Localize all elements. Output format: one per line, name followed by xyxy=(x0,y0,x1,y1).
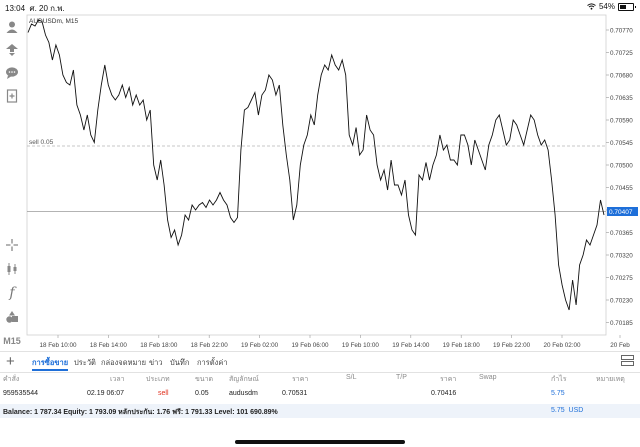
tab-settings[interactable]: การตั้งค่า xyxy=(197,358,228,367)
col-type: ประเภท xyxy=(146,376,170,383)
candlestick-icon[interactable] xyxy=(3,260,21,278)
col-open-price: ราคา xyxy=(292,376,309,383)
indicators-icon[interactable]: f xyxy=(9,285,15,301)
tab-mailbox[interactable]: กล่องจดหมาย xyxy=(101,358,147,367)
price-tick-label: 0.70545 xyxy=(610,140,633,147)
new-document-icon[interactable] xyxy=(3,87,21,105)
order-open-price: 0.70531 xyxy=(282,390,308,397)
time-tick-label: 19 Feb 14:00 xyxy=(392,342,430,349)
order-time: 02.19 06:07 xyxy=(87,390,124,397)
price-tick-label: 0.70230 xyxy=(610,297,633,304)
total-profit: 5.75 USD xyxy=(551,407,583,414)
layout-icon[interactable] xyxy=(621,355,634,369)
order-type: sell xyxy=(158,390,169,397)
current-price-value: 0.70407 xyxy=(609,209,633,216)
status-bar: 13:04 ศ. 20 ก.พ. 54% xyxy=(0,0,640,14)
time-tick-label: 18 Feb 10:00 xyxy=(39,342,77,349)
price-axis: 0.70770 0.70725 0.70680 0.70635 0.70590 0.705… xyxy=(606,27,633,327)
col-sl: S/L xyxy=(346,374,357,381)
current-price-tag xyxy=(607,207,638,216)
time-axis: 18 Feb 10:00 18 Feb 14:00 18 Feb 18:00 18 F… xyxy=(39,335,630,349)
tab-news[interactable]: ข่าว xyxy=(149,358,163,367)
timeframe-button[interactable]: M15 xyxy=(3,336,21,346)
col-time: เวลา xyxy=(110,376,125,383)
battery-percent: 54% xyxy=(598,2,615,11)
time-tick-label: 18 Feb 14:00 xyxy=(90,342,128,349)
trade-arrows-icon[interactable] xyxy=(3,41,21,59)
col-comment: หมายเหตุ xyxy=(596,376,625,383)
price-tick-label: 0.70320 xyxy=(610,252,633,259)
price-tick-label: 0.70680 xyxy=(610,72,633,79)
price-chart[interactable]: 0.70770 0.70725 0.70680 0.70635 0.70590 0.705… xyxy=(24,14,640,350)
status-time: 13:04 xyxy=(5,4,26,13)
balance-bar: Balance: 1 787.34 Equity: 1 793.09 หลักป… xyxy=(0,404,640,418)
balance-summary: Balance: 1 787.34 Equity: 1 793.09 หลักป… xyxy=(3,409,278,416)
price-series-line xyxy=(27,19,605,311)
status-left: 13:04 ศ. 20 ก.พ. xyxy=(5,2,65,15)
price-tick-label: 0.70275 xyxy=(610,275,633,282)
tab-journal[interactable]: บันทึก xyxy=(170,358,190,367)
terminal-tabs: + การซื้อขาย ประวัติ กล่องจดหมาย ข่าว บั… xyxy=(0,351,640,373)
time-tick-label: 18 Feb 18:00 xyxy=(140,342,178,349)
price-tick-label: 0.70365 xyxy=(610,230,633,237)
new-order-button[interactable]: + xyxy=(6,353,15,370)
plot-frame xyxy=(26,14,607,336)
price-tick-label: 0.70590 xyxy=(610,117,633,124)
chart-title: AUDUSDm, M15 xyxy=(29,18,79,25)
time-tick-label: 19 Feb 06:00 xyxy=(291,342,329,349)
account-icon[interactable] xyxy=(3,18,21,36)
tab-trade[interactable]: การซื้อขาย xyxy=(32,358,69,371)
col-order: คำสั่ง xyxy=(3,376,20,383)
battery-icon xyxy=(618,2,636,11)
objects-icon[interactable] xyxy=(3,308,21,326)
time-tick-label: 19 Feb 22:00 xyxy=(493,342,531,349)
crosshair-icon[interactable] xyxy=(3,236,21,254)
total-profit-value: 5.75 xyxy=(551,407,565,414)
time-tick-label: 20 Feb 02:00 xyxy=(543,342,581,349)
col-size: ขนาด xyxy=(195,376,214,383)
status-date: ศ. 20 ก.พ. xyxy=(29,4,65,13)
price-tick-label: 0.70500 xyxy=(610,162,633,169)
chat-icon[interactable] xyxy=(3,64,21,82)
col-symbol: สัญลักษณ์ xyxy=(229,376,259,383)
price-tick-label: 0.70770 xyxy=(610,27,633,34)
time-tick-label: 19 Feb 10:00 xyxy=(342,342,380,349)
sell-order-label: sell 0.05 xyxy=(29,139,54,146)
chart-svg[interactable]: 0.70770 0.70725 0.70680 0.70635 0.70590 0.705… xyxy=(24,14,640,350)
status-right: 54% xyxy=(587,2,636,11)
time-tick-label: 19 Feb 02:00 xyxy=(241,342,279,349)
col-tp: T/P xyxy=(396,374,407,381)
col-price: ราคา xyxy=(440,376,457,383)
order-size: 0.05 xyxy=(195,390,209,397)
col-profit: กำไร xyxy=(551,376,567,383)
order-price: 0.70416 xyxy=(431,390,457,397)
order-profit: 5.75 xyxy=(551,390,565,397)
home-indicator[interactable] xyxy=(235,440,405,444)
order-id: 959535544 xyxy=(3,390,39,397)
price-tick-label: 0.70725 xyxy=(610,50,633,57)
price-tick-label: 0.70455 xyxy=(610,185,633,192)
profit-currency: USD xyxy=(568,407,584,414)
order-symbol: audusdm xyxy=(229,390,258,397)
price-tick-label: 0.70635 xyxy=(610,95,633,102)
time-tick-label: 18 Feb 22:00 xyxy=(191,342,229,349)
trade-table: คำสั่ง เวลา ประเภท ขนาด สัญลักษณ์ ราคา S… xyxy=(0,372,640,404)
price-tick-label: 0.70185 xyxy=(610,320,633,327)
tab-history[interactable]: ประวัติ xyxy=(74,358,96,367)
time-tick-label: 20 Feb xyxy=(610,342,630,349)
time-tick-label: 19 Feb 18:00 xyxy=(443,342,481,349)
col-swap: Swap xyxy=(479,374,497,381)
wifi-icon xyxy=(587,3,596,10)
left-toolbar: f M15 xyxy=(0,14,24,350)
